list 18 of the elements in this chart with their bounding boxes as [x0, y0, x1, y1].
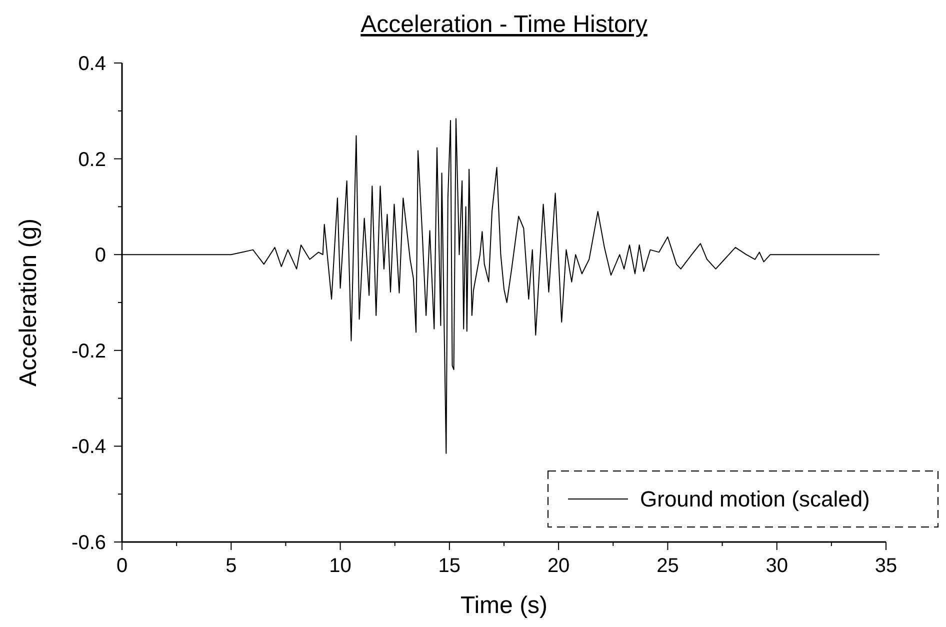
- x-tick-label: 10: [329, 555, 352, 577]
- x-tick-label: 0: [116, 555, 128, 577]
- chart-title: Acceleration - Time History: [360, 11, 648, 38]
- y-axis-title: Acceleration (g): [15, 218, 42, 387]
- y-tick-label: -0.2: [72, 340, 106, 362]
- x-tick-label: 35: [874, 555, 898, 577]
- y-tick-label: -0.6: [72, 532, 106, 554]
- x-axis-title: Time (s): [460, 592, 548, 619]
- x-tick-label: 30: [766, 555, 788, 577]
- y-tick-label: 0: [94, 244, 106, 267]
- y-tick-label: -0.4: [72, 436, 106, 458]
- x-tick-label: 5: [226, 555, 237, 577]
- x-tick-label: 15: [438, 555, 461, 577]
- x-tick-label: 25: [656, 555, 679, 577]
- x-tick-label: 20: [547, 555, 570, 577]
- y-tick-label: 0.2: [78, 148, 106, 171]
- y-tick-label: 0.4: [78, 53, 106, 75]
- legend-label: Ground motion (scaled): [640, 486, 870, 512]
